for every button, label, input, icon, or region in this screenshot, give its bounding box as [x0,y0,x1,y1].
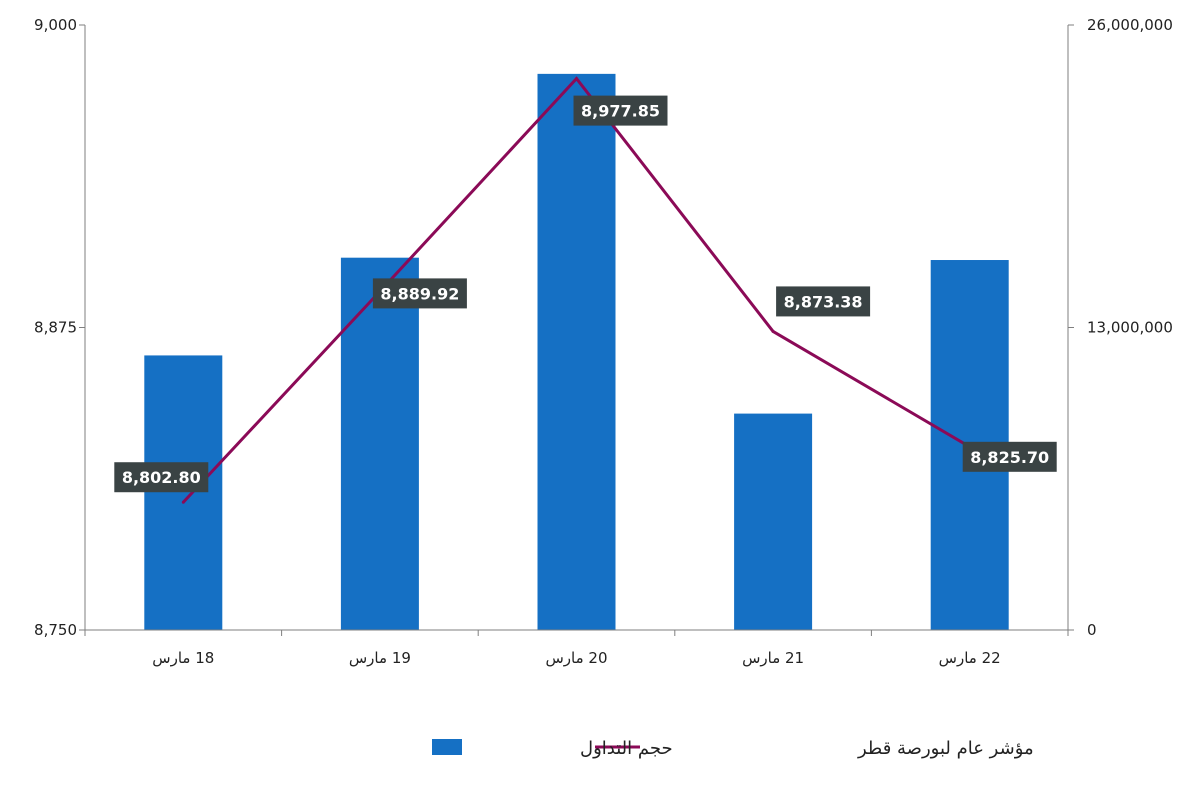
index-point [575,77,578,81]
index-point [771,329,775,333]
data-label-text: 8,977.85 [581,102,660,121]
data-label-text: 8,889.92 [380,284,459,303]
legend: مؤشر عام لبورصة قطر حجم التداول [432,738,1034,759]
data-label: 8,977.85 [573,95,668,126]
legend-bar-label: حجم التداول [580,738,673,759]
category-label: 22 مارس [939,649,1001,667]
volume-bar [340,257,419,630]
right-tick-label: 26,000,000 [1087,16,1173,34]
category-label: 18 مارس [152,649,214,667]
data-label-text: 8,873.38 [784,292,863,311]
data-label-text: 8,802.80 [122,468,201,487]
category-label: 19 مارس [349,649,411,667]
volume-bar [537,73,616,631]
data-label-text: 8,825.70 [970,448,1049,467]
left-tick-label: 8,875 [34,319,77,337]
data-label: 8,802.80 [114,462,209,493]
data-label-box [372,278,467,309]
axes: 8,750 8,875 9,000 0 13,000,000 26,000,000 18 م… [34,16,1173,667]
volume-bar [144,355,223,630]
category-label: 20 مارس [545,649,607,667]
volume-bar [734,413,813,630]
data-labels: 8,802.80 8,889.92 8,977.85 8,873.38 8,825.70 [114,95,1057,493]
data-label-box [114,462,209,493]
index-point [181,500,185,504]
data-label: 8,825.70 [962,441,1057,472]
legend-bar-marker [432,739,462,755]
data-label-box [776,286,871,317]
data-label: 8,873.38 [776,286,871,317]
bar-series-volume [144,73,1009,631]
right-tick-label: 0 [1087,621,1097,639]
data-label-box [962,441,1057,472]
left-tick-label: 8,750 [34,621,77,639]
legend-line-label: مؤشر عام لبورصة قطر [857,738,1034,759]
category-label: 21 مارس [742,649,804,667]
data-label-box [573,95,668,126]
left-tick-label: 9,000 [34,16,77,34]
right-tick-label: 13,000,000 [1087,319,1173,337]
data-label: 8,889.92 [372,278,467,309]
